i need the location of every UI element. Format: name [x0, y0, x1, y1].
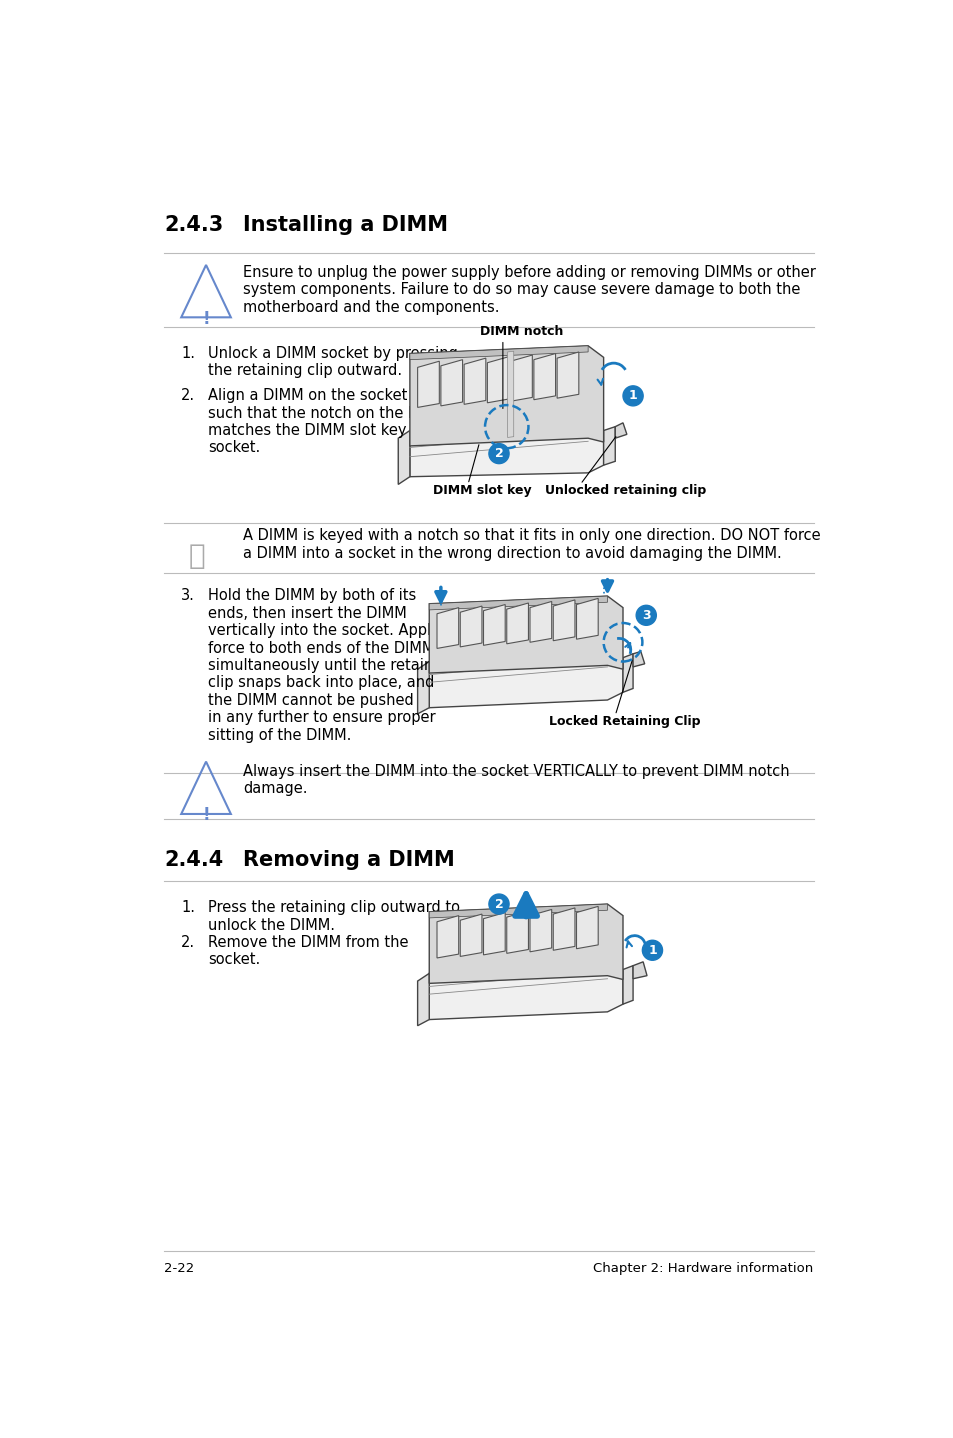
Text: Align a DIMM on the socket
such that the notch on the DIMM
matches the DIMM slot: Align a DIMM on the socket such that the…: [208, 388, 458, 456]
Polygon shape: [557, 352, 578, 398]
Polygon shape: [397, 430, 410, 485]
Circle shape: [488, 443, 509, 463]
Polygon shape: [615, 423, 626, 439]
Text: Remove the DIMM from the
socket.: Remove the DIMM from the socket.: [208, 935, 409, 968]
Circle shape: [641, 940, 661, 961]
Polygon shape: [417, 661, 429, 713]
Text: Locked Retaining Clip: Locked Retaining Clip: [549, 716, 700, 729]
Polygon shape: [429, 958, 622, 1020]
Text: ✋: ✋: [189, 542, 205, 569]
Polygon shape: [459, 915, 481, 956]
Text: A DIMM is keyed with a notch so that it fits in only one direction. DO NOT force: A DIMM is keyed with a notch so that it …: [243, 528, 820, 561]
Text: 1.: 1.: [181, 345, 195, 361]
Text: 1: 1: [628, 390, 637, 403]
Polygon shape: [506, 603, 528, 644]
Text: 2: 2: [494, 897, 503, 910]
Text: Always insert the DIMM into the socket VERTICALLY to prevent DIMM notch
damage.: Always insert the DIMM into the socket V…: [243, 764, 789, 797]
Text: Unlocked retaining clip: Unlocked retaining clip: [545, 485, 706, 498]
Text: DIMM slot key: DIMM slot key: [433, 485, 531, 498]
Polygon shape: [436, 608, 458, 649]
Text: 2.: 2.: [181, 388, 195, 403]
Polygon shape: [576, 598, 598, 638]
Polygon shape: [417, 974, 429, 1025]
Text: !: !: [202, 807, 210, 824]
Polygon shape: [530, 909, 551, 952]
Text: Press the retaining clip outward to
unlock the DIMM.: Press the retaining clip outward to unlo…: [208, 900, 460, 933]
Polygon shape: [459, 605, 481, 647]
Text: 1: 1: [647, 943, 656, 956]
Polygon shape: [553, 907, 575, 951]
Polygon shape: [410, 345, 603, 446]
Circle shape: [622, 385, 642, 406]
Polygon shape: [429, 905, 622, 984]
Polygon shape: [530, 601, 551, 643]
Polygon shape: [603, 427, 615, 464]
Polygon shape: [436, 916, 458, 958]
Polygon shape: [440, 360, 462, 406]
Polygon shape: [534, 354, 555, 400]
Polygon shape: [506, 912, 528, 953]
Text: Ensure to unplug the power supply before adding or removing DIMMs or other
syste: Ensure to unplug the power supply before…: [243, 265, 815, 315]
Text: DIMM notch: DIMM notch: [479, 325, 562, 338]
Text: 2.4.3: 2.4.3: [164, 214, 223, 234]
Text: Hold the DIMM by both of its
ends, then insert the DIMM
vertically into the sock: Hold the DIMM by both of its ends, then …: [208, 588, 456, 742]
Polygon shape: [464, 358, 485, 404]
Polygon shape: [417, 361, 439, 407]
Polygon shape: [429, 597, 622, 673]
Polygon shape: [510, 355, 532, 401]
Text: 3: 3: [641, 608, 650, 621]
Circle shape: [488, 894, 509, 915]
Text: 2: 2: [494, 447, 503, 460]
Polygon shape: [633, 651, 644, 667]
Polygon shape: [429, 597, 607, 610]
Polygon shape: [410, 345, 587, 360]
Circle shape: [636, 605, 656, 626]
Polygon shape: [483, 604, 505, 646]
Polygon shape: [487, 357, 509, 403]
Polygon shape: [507, 351, 513, 437]
Text: 3.: 3.: [181, 588, 195, 604]
Polygon shape: [410, 416, 603, 477]
Text: Unlock a DIMM socket by pressing
the retaining clip outward.: Unlock a DIMM socket by pressing the ret…: [208, 345, 457, 378]
Polygon shape: [483, 913, 505, 955]
Polygon shape: [429, 905, 607, 917]
Text: Installing a DIMM: Installing a DIMM: [243, 214, 448, 234]
Text: !: !: [202, 309, 210, 328]
Text: 2.: 2.: [181, 935, 195, 951]
Text: 2-22: 2-22: [164, 1263, 194, 1276]
Polygon shape: [622, 654, 633, 692]
Polygon shape: [429, 646, 622, 707]
Text: Removing a DIMM: Removing a DIMM: [243, 850, 455, 870]
Polygon shape: [553, 600, 575, 641]
Polygon shape: [576, 906, 598, 949]
Polygon shape: [633, 962, 646, 979]
Text: 2.4.4: 2.4.4: [164, 850, 223, 870]
Polygon shape: [622, 966, 633, 1004]
Text: 1.: 1.: [181, 900, 195, 915]
Text: Chapter 2: Hardware information: Chapter 2: Hardware information: [593, 1263, 813, 1276]
